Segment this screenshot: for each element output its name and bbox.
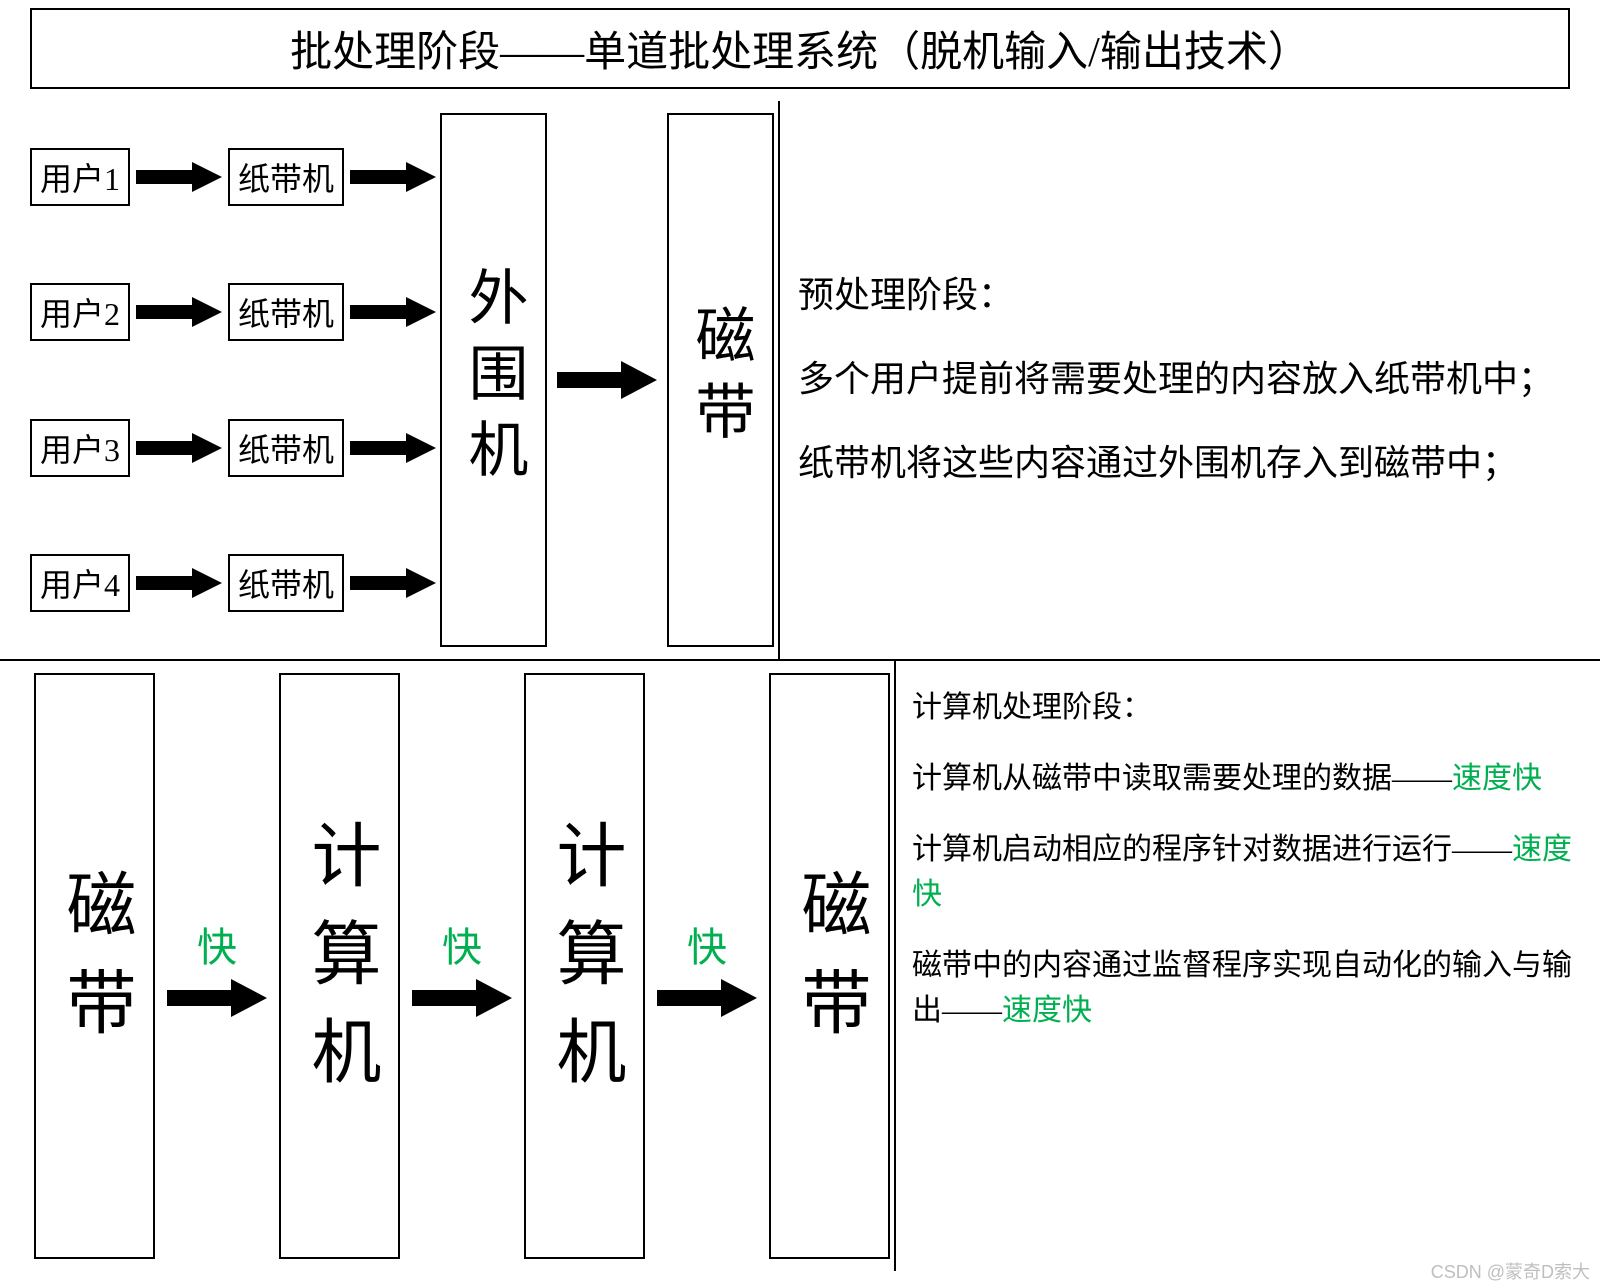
flow-arrow: 快 <box>649 661 765 1271</box>
desc-line: 多个用户提前将需要处理的内容放入纸带机中； <box>798 352 1582 408</box>
arrow-icon <box>412 979 512 1017</box>
user-box: 用户3 <box>30 419 130 477</box>
peripheral-box: 外围机 <box>440 113 547 647</box>
computer-box: 计算机 <box>524 673 645 1259</box>
processing-section: 磁带 快 计算机 快 计算机 快 磁带 计算机处理阶段： 计算机从磁带中读取需要… <box>0 661 1600 1271</box>
desc-line: 计算机启动相应的程序针对数据进行运行——速度快 <box>912 827 1584 917</box>
arrow-icon <box>136 568 222 598</box>
fast-label: 快 <box>197 915 237 973</box>
users-column: 用户1 纸带机 用户2 纸带机 用户3 纸带机 用户4 纸带机 <box>30 101 436 659</box>
desc-text: 计算机启动相应的程序针对数据进行运行—— <box>912 833 1512 866</box>
tape-machine-box: 纸带机 <box>228 554 344 612</box>
user-row: 用户3 纸带机 <box>30 419 436 477</box>
fast-text: 速度快 <box>1002 994 1092 1027</box>
arrow-icon <box>167 979 267 1017</box>
fast-label: 快 <box>442 915 482 973</box>
magnetic-tape-box: 磁带 <box>667 113 774 647</box>
arrow-icon <box>136 162 222 192</box>
preprocessing-description: 预处理阶段： 多个用户提前将需要处理的内容放入纸带机中； 纸带机将这些内容通过外… <box>778 101 1600 659</box>
computer-box: 计算机 <box>279 673 400 1259</box>
desc-line: 纸带机将这些内容通过外围机存入到磁带中； <box>798 436 1582 492</box>
arrow-icon <box>551 101 663 659</box>
tape-machine-box: 纸带机 <box>228 148 344 206</box>
fast-text: 速度快 <box>1452 762 1542 795</box>
tape-box: 磁带 <box>769 673 890 1259</box>
arrow-icon <box>350 433 436 463</box>
arrow-icon <box>350 162 436 192</box>
arrow-icon <box>350 297 436 327</box>
desc-title: 计算机处理阶段： <box>912 685 1584 730</box>
user-row: 用户1 纸带机 <box>30 148 436 206</box>
desc-text: 计算机从磁带中读取需要处理的数据—— <box>912 762 1452 795</box>
arrow-icon <box>350 568 436 598</box>
user-box: 用户1 <box>30 148 130 206</box>
desc-title: 预处理阶段： <box>798 268 1582 324</box>
processing-description: 计算机处理阶段： 计算机从磁带中读取需要处理的数据——速度快 计算机启动相应的程… <box>894 661 1600 1271</box>
user-box: 用户4 <box>30 554 130 612</box>
preprocessing-section: 用户1 纸带机 用户2 纸带机 用户3 纸带机 用户4 纸带机 外围机 磁带 <box>0 101 1600 661</box>
tape-machine-box: 纸带机 <box>228 283 344 341</box>
arrow-icon <box>657 979 757 1017</box>
desc-line: 磁带中的内容通过监督程序实现自动化的输入与输出——速度快 <box>912 943 1584 1033</box>
arrow-icon <box>136 433 222 463</box>
tape-machine-box: 纸带机 <box>228 419 344 477</box>
user-row: 用户2 纸带机 <box>30 283 436 341</box>
user-row: 用户4 纸带机 <box>30 554 436 612</box>
diagram-title: 批处理阶段——单道批处理系统（脱机输入/输出技术） <box>30 8 1570 89</box>
desc-line: 计算机从磁带中读取需要处理的数据——速度快 <box>912 756 1584 801</box>
watermark: CSDN @蒙奇D索大 <box>1431 1258 1590 1284</box>
flow-arrow: 快 <box>404 661 520 1271</box>
arrow-icon <box>136 297 222 327</box>
fast-label: 快 <box>687 915 727 973</box>
user-box: 用户2 <box>30 283 130 341</box>
tape-box: 磁带 <box>34 673 155 1259</box>
flow-arrow: 快 <box>159 661 275 1271</box>
